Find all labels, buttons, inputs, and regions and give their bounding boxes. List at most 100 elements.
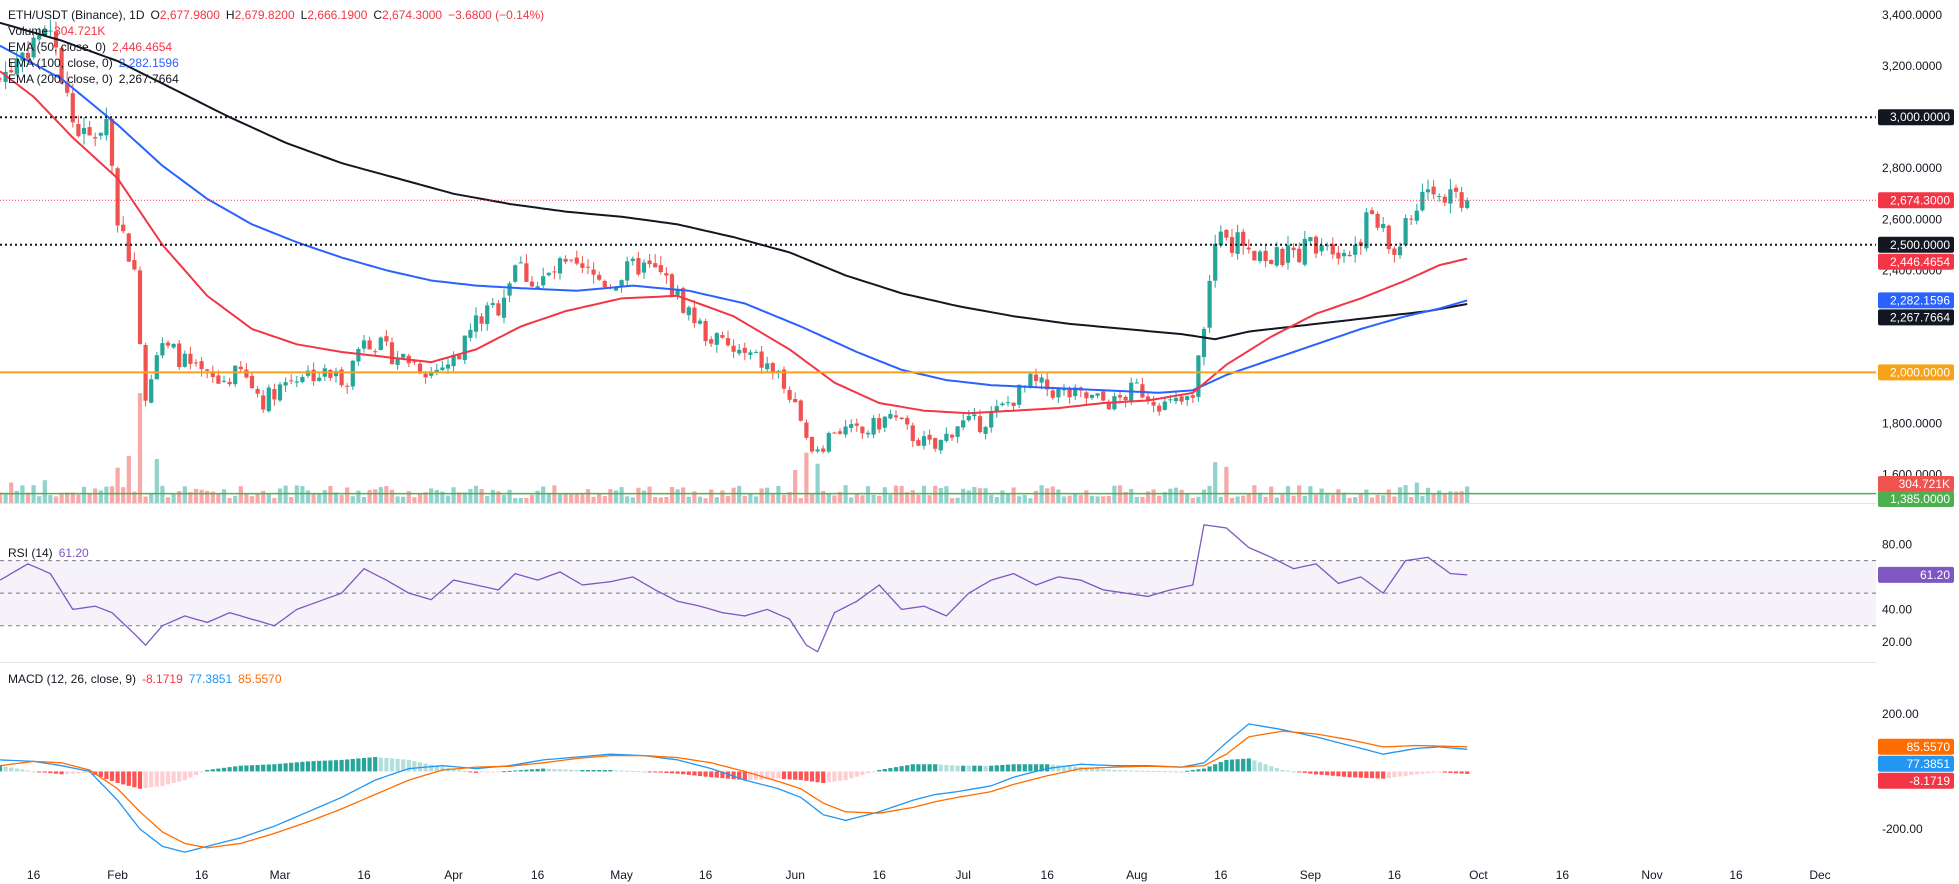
candle-body — [815, 449, 820, 452]
candle-body — [1084, 392, 1089, 399]
candle-body — [70, 93, 75, 123]
candle-body — [1425, 189, 1431, 193]
volume-bar — [658, 497, 663, 503]
macd-histogram-bar — [664, 771, 669, 773]
volume-bar — [1369, 497, 1375, 503]
volume-bar — [944, 486, 949, 503]
candle-body — [199, 361, 204, 370]
volume-bar — [496, 491, 501, 503]
volume-bar — [53, 496, 59, 503]
volume-bar — [457, 492, 462, 503]
volume-bar — [888, 494, 893, 503]
macd-histogram-bar — [1403, 771, 1408, 776]
candle-body — [921, 436, 927, 446]
macd-histogram-bar — [177, 771, 182, 782]
time-axis-tick: 16 — [1214, 868, 1228, 882]
candle-body — [9, 70, 14, 73]
volume-bar — [440, 491, 445, 503]
ohlc-h: H2,679.8200 — [225, 8, 295, 22]
macd-histogram-bar — [406, 759, 411, 772]
candle-body — [675, 289, 680, 295]
volume-bar — [193, 488, 199, 503]
macd-histogram-bar — [0, 765, 3, 772]
ema50-legend[interactable]: EMA (50, close, 0) 2,446.4654 — [8, 40, 173, 54]
candle-body — [1224, 229, 1229, 238]
volume-bar — [249, 496, 255, 503]
macd-histogram-bar — [961, 765, 966, 772]
volume-bar — [160, 485, 165, 503]
volume-bar — [1465, 486, 1470, 503]
macd-histogram-bar — [1285, 770, 1291, 772]
macd-histogram-bar — [882, 769, 887, 772]
macd-tag-bg — [1878, 738, 1954, 755]
candle-body — [462, 335, 467, 361]
volume-bar — [535, 490, 540, 503]
volume-legend[interactable]: Volume 304.721K — [8, 24, 106, 38]
ema100-legend[interactable]: EMA (100, close, 0) 2,282.1596 — [8, 56, 179, 70]
price-tag-text: 3,000.0000 — [1890, 110, 1950, 124]
volume-bar — [1280, 494, 1285, 503]
volume-bar — [1319, 488, 1324, 503]
candle-body — [171, 343, 176, 348]
symbol-label[interactable]: ETH/USDT (Binance), 1D — [8, 8, 145, 22]
pane-divider[interactable] — [0, 503, 1876, 504]
candle-body — [524, 263, 529, 282]
macd-histogram-bar — [703, 771, 708, 777]
macd-histogram-bar — [1341, 771, 1347, 777]
macd-histogram-bar — [1084, 767, 1089, 772]
volume-bar — [412, 497, 417, 503]
macd-histogram-bar — [473, 771, 479, 773]
candle-body — [104, 118, 109, 136]
volume-bar — [585, 489, 591, 503]
candle-body — [961, 420, 966, 428]
pane-divider[interactable] — [0, 662, 1876, 663]
candle-body — [25, 52, 31, 59]
macd-histogram-bar — [1241, 758, 1246, 772]
macd-histogram-bar — [737, 771, 742, 780]
candle-body — [1386, 225, 1391, 250]
time-axis-tick: Aug — [1126, 868, 1147, 882]
candle-body — [109, 119, 115, 166]
rsi-legend[interactable]: RSI (14) 61.20 — [8, 545, 95, 561]
macd-histogram-bar — [171, 771, 176, 783]
macd-histogram-bar — [238, 765, 243, 772]
candle-body — [1196, 355, 1201, 397]
volume-bar — [977, 488, 983, 503]
volume-bar — [630, 497, 635, 503]
macd-histogram-bar — [1039, 764, 1044, 772]
candle-body — [1190, 395, 1195, 398]
volume-bar — [983, 488, 988, 503]
macd-histogram-bar — [720, 771, 725, 779]
macd-histogram-bar — [137, 771, 143, 789]
price-tag-bg — [1878, 364, 1954, 381]
volume-bar — [832, 495, 837, 503]
candle-body — [759, 351, 764, 368]
macd-histogram-bar — [759, 771, 764, 780]
macd-histogram-bar — [1425, 771, 1431, 774]
macd-histogram-bar — [1201, 768, 1207, 772]
macd-histogram-bar — [1353, 771, 1358, 778]
candle-body — [317, 377, 322, 381]
price-tag-bg — [1878, 236, 1954, 253]
candle-body — [1397, 246, 1403, 256]
candle-body — [445, 364, 451, 369]
macd-histogram-bar — [1224, 759, 1229, 772]
price-tag: 2,500.0000 — [1878, 236, 1954, 253]
macd-histogram-bar — [1140, 770, 1145, 772]
macd-histogram-bar — [580, 770, 585, 772]
volume-bar — [1000, 490, 1005, 503]
macd-legend[interactable]: MACD (12, 26, close, 9) -8.1719 77.3851 85.… — [8, 671, 288, 687]
macd-histogram-bar — [9, 767, 14, 772]
rsi-pane: 80.00 40.00 20.00 61.20 — [0, 524, 1954, 653]
candle-body — [636, 258, 641, 275]
macd-histogram-bar — [865, 771, 871, 774]
volume-bar — [513, 498, 518, 503]
macd-histogram-bar — [843, 771, 848, 781]
candle-body — [972, 414, 977, 417]
volume-bar — [905, 492, 910, 503]
candle-body — [877, 418, 882, 430]
macd-histogram-bar — [669, 771, 675, 774]
volume-bar — [1061, 496, 1067, 503]
ema200-legend[interactable]: EMA (200, close, 0) 2,267.7664 — [8, 72, 179, 86]
